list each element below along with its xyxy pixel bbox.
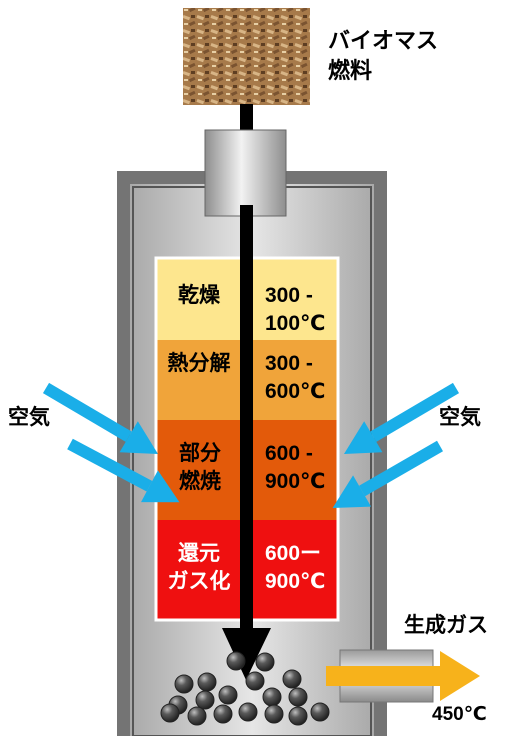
zone-combustion-name: 部分 燃焼 bbox=[179, 442, 221, 494]
zone-reduction-temp: 600ー 900℃ bbox=[265, 542, 326, 594]
output-gas-label: 生成ガス bbox=[404, 614, 488, 637]
fuel-label-line1: バイオマス bbox=[328, 28, 439, 53]
zone-drying-name: 乾燥 bbox=[178, 284, 220, 307]
air-label-right: 空気 bbox=[439, 406, 481, 429]
zone-pyrolysis-name: 熱分解 bbox=[167, 352, 231, 375]
air-arrows-left bbox=[42, 382, 180, 503]
zone-combustion-temp: 600 - 900℃ bbox=[265, 442, 326, 494]
air-arrows-right bbox=[332, 382, 460, 508]
feed-pipe bbox=[204, 129, 287, 217]
air-label-left: 空気 bbox=[8, 406, 50, 429]
zone-reduction-name: 還元 ガス化 bbox=[167, 542, 231, 594]
fuel-label-line2: 燃料 bbox=[328, 57, 373, 83]
fuel-flow-arrow bbox=[222, 205, 271, 680]
zone-pyrolysis-temp: 300 - 600℃ bbox=[265, 352, 326, 404]
char-bed bbox=[160, 651, 330, 726]
biomass-chips-image bbox=[183, 8, 310, 105]
fuel-label: バイオマス 燃料 bbox=[328, 26, 438, 85]
feed-line bbox=[240, 104, 253, 134]
zone-drying-temp: 300 - 100℃ bbox=[265, 284, 326, 336]
output-gas-temp: 450℃ bbox=[432, 704, 487, 725]
gas-output-arrow bbox=[326, 651, 480, 701]
